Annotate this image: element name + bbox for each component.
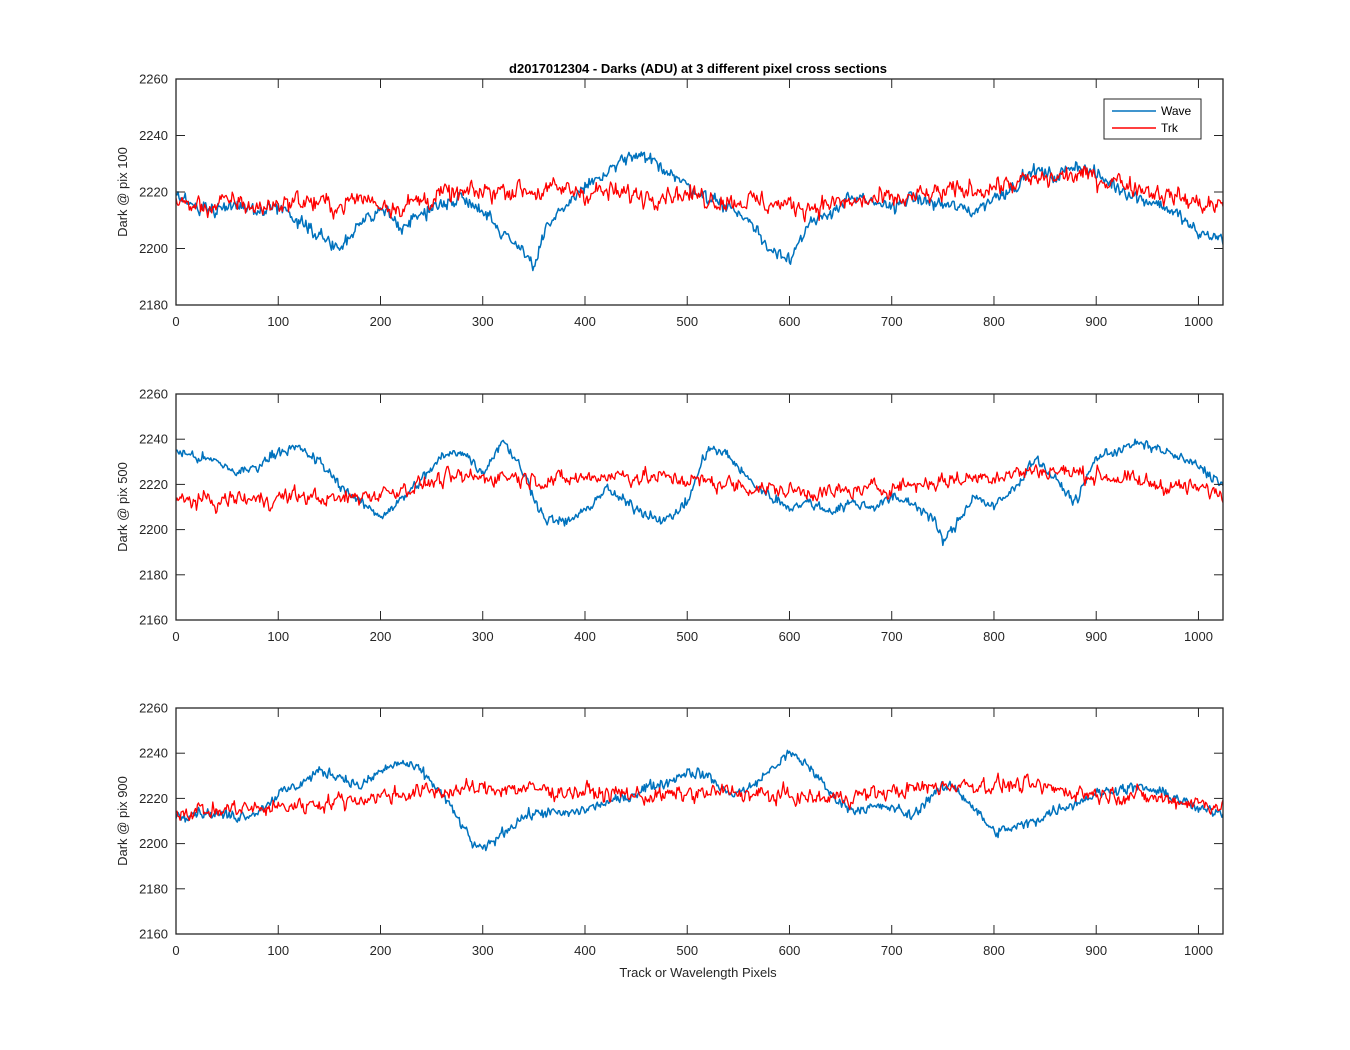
y-tick-label: 2240	[139, 746, 168, 761]
legend-box	[1103, 98, 1202, 140]
series-group	[176, 438, 1223, 547]
x-tick-label: 100	[267, 314, 289, 329]
x-tick-label: 600	[779, 629, 801, 644]
x-tick-label: 700	[881, 629, 903, 644]
y-tick-label: 2220	[139, 477, 168, 492]
legend: Wave Trk	[1103, 98, 1202, 140]
series-line-trk	[176, 464, 1223, 514]
x-tick-label: 200	[370, 314, 392, 329]
subplot-3: 0 100 200 300 400 500 600 700 800 900 1000 2160 2180…	[115, 701, 1224, 958]
x-tick-label: 100	[267, 943, 289, 958]
y-axis-label: Dark @ pix 500	[115, 462, 130, 552]
x-tick-label: 400	[574, 943, 596, 958]
x-tick-label: 900	[1085, 314, 1107, 329]
x-tick-label: 700	[881, 314, 903, 329]
x-tick-label: 0	[172, 629, 179, 644]
figure-title: d2017012304 - Darks (ADU) at 3 different…	[509, 61, 887, 76]
x-tick-label: 1000	[1184, 314, 1213, 329]
y-tick-label: 2260	[139, 387, 168, 402]
series-group	[176, 151, 1223, 272]
x-tick-label: 300	[472, 629, 494, 644]
y-tick-label: 2180	[139, 881, 168, 896]
series-group	[176, 749, 1223, 852]
axes-box	[175, 707, 1224, 935]
y-tick-label: 2260	[139, 701, 168, 716]
x-tick-label: 200	[370, 629, 392, 644]
series-line-trk	[176, 772, 1223, 821]
series-line-trk	[176, 165, 1223, 223]
x-tick-label: 600	[779, 943, 801, 958]
x-tick-label: 400	[574, 629, 596, 644]
x-tick-label: 700	[881, 943, 903, 958]
y-tick-label: 2260	[139, 72, 168, 87]
y-tick-label: 2200	[139, 241, 168, 256]
y-tick-label: 2180	[139, 298, 168, 313]
x-tick-label: 100	[267, 629, 289, 644]
subplot-1: 0 100 200 300 400 500 600 700 800 900 1000 2180 2200…	[115, 72, 1224, 329]
y-tick-label: 2220	[139, 185, 168, 200]
y-tick-label: 2160	[139, 613, 168, 628]
x-tick-label: 800	[983, 943, 1005, 958]
x-tick-label: 200	[370, 943, 392, 958]
x-tick-label: 300	[472, 314, 494, 329]
series-line-wave	[176, 749, 1223, 852]
plot-area	[176, 79, 1223, 305]
subplot-2: 0 100 200 300 400 500 600 700 800 900 1000 2160 2180…	[115, 387, 1224, 644]
x-tick-label: 1000	[1184, 943, 1213, 958]
plot-area	[176, 708, 1223, 934]
x-tick-label: 600	[779, 314, 801, 329]
y-tick-label: 2200	[139, 836, 168, 851]
y-tick-label: 2160	[139, 927, 168, 942]
y-axis-label: Dark @ pix 900	[115, 776, 130, 866]
x-tick-label: 900	[1085, 629, 1107, 644]
x-tick-label: 300	[472, 943, 494, 958]
y-tick-label: 2180	[139, 567, 168, 582]
legend-label-trk: Trk	[1161, 121, 1179, 135]
x-tick-label: 400	[574, 314, 596, 329]
y-tick-label: 2220	[139, 791, 168, 806]
x-axis-label: Track or Wavelength Pixels	[619, 965, 777, 980]
x-tick-label: 0	[172, 314, 179, 329]
y-tick-label: 2200	[139, 522, 168, 537]
plot-area	[176, 394, 1223, 620]
y-tick-label: 2240	[139, 128, 168, 143]
y-tick-label: 2240	[139, 432, 168, 447]
x-tick-label: 900	[1085, 943, 1107, 958]
y-axis-label: Dark @ pix 100	[115, 147, 130, 237]
x-tick-label: 800	[983, 314, 1005, 329]
subplots: 0 100 200 300 400 500 600 700 800 900 100021802200…	[115, 72, 1224, 958]
x-tick-label: 500	[676, 629, 698, 644]
legend-label-wave: Wave	[1161, 104, 1192, 118]
x-tick-label: 500	[676, 943, 698, 958]
series-line-wave	[176, 151, 1223, 272]
x-tick-label: 800	[983, 629, 1005, 644]
x-tick-label: 500	[676, 314, 698, 329]
axes-box	[175, 393, 1224, 621]
x-tick-label: 0	[172, 943, 179, 958]
x-tick-label: 1000	[1184, 629, 1213, 644]
